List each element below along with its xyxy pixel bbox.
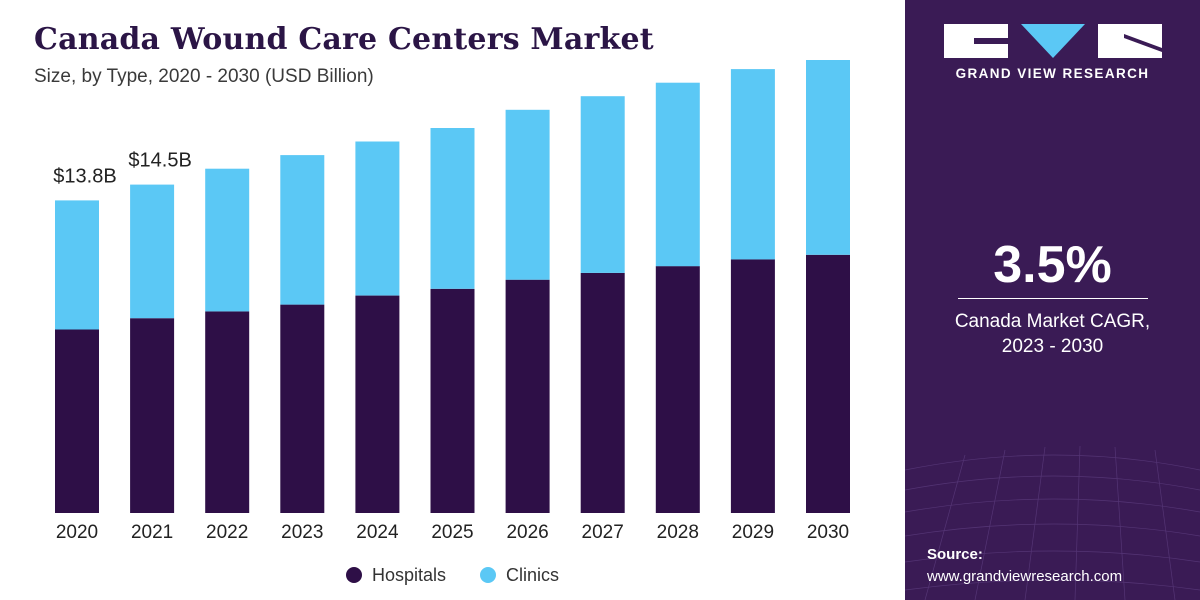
x-tick-label: 2029 [732,522,774,543]
bar-hospitals-2022 [205,311,250,513]
bar-clinics-2025 [430,128,475,289]
x-tick-label: 2022 [206,522,248,543]
wireframe-grid-decoration [905,445,1200,600]
bars-layer [55,60,850,514]
brand-block: GRAND VIEW RESEARCH [905,22,1200,81]
bar-clinics-2020 [55,200,99,330]
source-title: Source: [927,546,983,563]
bar-clinics-2023 [280,155,325,305]
legend-swatch-hospitals [345,567,362,583]
legend-item-clinics: Clinics [480,565,559,586]
bar-clinics-2027 [580,96,625,273]
x-tick-label: 2020 [56,522,98,543]
legend-item-hospitals: Hospitals [345,564,446,586]
bar-hospitals-2029 [730,259,775,513]
legend-label-clinics: Clinics [506,564,560,585]
bar-hospitals-2030 [806,254,850,514]
bar-chart: $13.8B$14.5B 2020 2021 2022 2023 2024 2025 202… [53,60,850,543]
x-tick-label: 2024 [356,522,399,543]
x-tick-label: 2026 [506,522,548,543]
x-axis-ticks: 2020 2021 2022 2023 2024 2025 2026 2027 2028 2029… [56,522,849,543]
bar-hospitals-2028 [655,266,700,513]
bar-clinics-2022 [205,168,250,312]
bar-hospitals-2020 [55,329,99,513]
bar-hospitals-2023 [280,304,325,513]
x-tick-label: 2028 [657,522,699,543]
bar-clinics-2028 [655,82,700,267]
source-block: Source: www.grandviewresearch.com [927,544,1122,588]
gvr-logo-icon [943,24,1162,58]
chart-area: Canada Wound Care Centers Market Size, b… [0,22,905,587]
annotation-layer: $13.8B $14.5B [53,150,191,188]
bar-hospitals-2027 [580,272,625,513]
cagr-label: Canada Market CAGR, [954,311,1151,332]
chart-title: Canada Wound Care Centers Market [34,22,654,57]
x-tick-label: 2021 [131,522,173,543]
bar-total-label-2021: $14.5B [128,150,191,172]
bar-total-label-2020: $13.8B [53,165,116,187]
bar-hospitals-2025 [430,288,475,513]
x-tick-label: 2023 [281,522,323,543]
bar-clinics-2026 [505,109,550,280]
bar-clinics-2021 [130,184,175,319]
bar-clinics-2029 [730,69,775,260]
cagr-divider [957,298,1148,299]
legend-swatch-clinics [480,567,496,583]
bar-hospitals-2021 [130,318,175,513]
chart-subtitle: Size, by Type, 2020 - 2030 (USD Billion) [34,66,374,87]
bar-clinics-2024 [355,141,400,296]
legend: Hospitals Clinics [0,563,905,587]
x-tick-label: 2030 [807,522,849,543]
brand-name: GRAND VIEW RESEARCH [955,66,1150,81]
bar-hospitals-2026 [505,279,550,513]
legend-label-hospitals: Hospitals [371,564,446,585]
side-panel: GRAND VIEW RESEARCH 3.5% Canada Market C… [905,0,1200,600]
source-link[interactable]: www.grandviewresearch.com [927,568,1123,585]
x-tick-label: 2027 [582,522,624,543]
cagr-value: 3.5% [993,236,1112,294]
bar-hospitals-2024 [355,295,400,513]
x-tick-label: 2025 [431,522,473,543]
bar-clinics-2030 [806,60,850,255]
cagr-period: 2023 - 2030 [1001,336,1104,357]
cagr-block: 3.5% Canada Market CAGR, 2023 - 2030 [905,236,1200,359]
